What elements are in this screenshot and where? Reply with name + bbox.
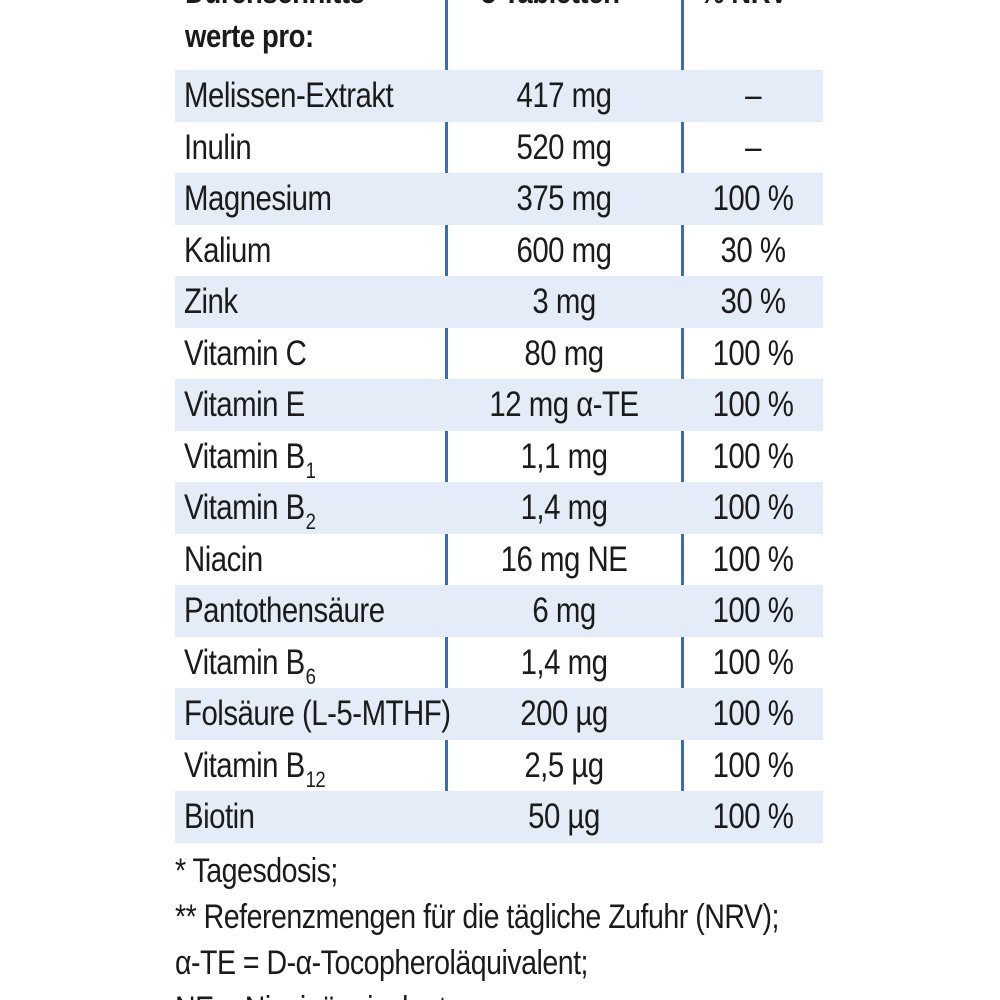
table-row: Folsäure (L-5-MTHF) 200 µg 100 % — [175, 688, 823, 740]
nutrient-nrv: 100 % — [712, 745, 794, 785]
table-row: Vitamin B6 1,4 mg 100 % — [175, 637, 823, 689]
nutrient-name: Vitamin B12 — [184, 745, 326, 792]
table-row: Biotin 50 µg 100 % — [175, 791, 823, 843]
footnote-daily-dose: * Tagesdosis; — [175, 852, 338, 890]
nutrient-amount: 50 µg — [528, 797, 600, 836]
header-nutrient-line1: Durchschnitts- — [185, 0, 374, 14]
nutrient-nrv: 100 % — [712, 179, 794, 218]
nutrient-table: Melissen-Extrakt 417 mg – Inulin 520 mg … — [175, 70, 823, 843]
table-row: Magnesium 375 mg 100 % — [175, 173, 823, 225]
nutrient-nrv: 100 % — [712, 333, 794, 373]
table-row: Vitamin B12 2,5 µg 100 % — [175, 740, 823, 792]
nutrient-name: Biotin — [184, 797, 255, 836]
nutrient-amount: 80 mg — [524, 333, 604, 373]
nutrient-nrv: 100 % — [712, 436, 794, 476]
nutrient-amount: 3 mg — [532, 282, 596, 321]
footnote-nrv: ** Referenzmengen für die tägliche Zufuh… — [175, 898, 779, 936]
table-row: Niacin 16 mg NE 100 % — [175, 534, 823, 586]
nutrient-name: Pantothensäure — [184, 591, 385, 630]
footnote-ne: NE = Niacinäquivalent — [175, 986, 864, 1000]
nutrient-amount: 375 mg — [516, 179, 612, 218]
nutrient-name: Kalium — [184, 230, 271, 270]
header-nutrient-line2: werte pro: — [185, 18, 314, 54]
nutrient-name: Folsäure (L-5-MTHF) — [184, 694, 451, 733]
header-nrv: % NRV** — [700, 0, 809, 14]
table-row: Vitamin C 80 mg 100 % — [175, 328, 823, 380]
nutrient-nrv: 30 % — [720, 282, 786, 321]
table-row: Melissen-Extrakt 417 mg – — [175, 70, 823, 122]
footnote-alpha-te: α-TE = D-α-Tocopheroläquivalent; — [175, 944, 588, 982]
nutrient-amount: 1,4 mg — [520, 488, 608, 527]
table-row: Pantothensäure 6 mg 100 % — [175, 585, 823, 637]
table-row: Zink 3 mg 30 % — [175, 276, 823, 328]
nutrient-name: Inulin — [184, 127, 252, 167]
nutrient-nrv: 100 % — [712, 642, 794, 682]
nutrient-nrv: 100 % — [712, 488, 794, 527]
nutrient-nrv: 100 % — [712, 539, 794, 579]
nutrient-nrv: – — [745, 76, 761, 115]
nutrient-nrv: 100 % — [712, 591, 794, 630]
nutrient-name: Vitamin B6 — [184, 642, 316, 689]
table-row: Vitamin B2 1,4 mg 100 % — [175, 482, 823, 534]
nutrient-amount: 200 µg — [520, 694, 608, 733]
table-row: Kalium 600 mg 30 % — [175, 225, 823, 277]
nutrient-amount: 520 mg — [516, 127, 612, 167]
nutrient-nrv: – — [745, 127, 761, 167]
nutrient-name: Vitamin B1 — [184, 436, 316, 483]
nutrient-name: Niacin — [184, 539, 263, 579]
nutrient-name: Vitamin E — [184, 385, 305, 424]
nutrient-nrv: 100 % — [712, 797, 794, 836]
footnotes: * Tagesdosis; ** Referenzmengen für die … — [175, 848, 995, 1000]
nutrient-amount: 1,4 mg — [520, 642, 608, 682]
nutrient-nrv: 30 % — [720, 230, 786, 270]
nutrient-nrv: 100 % — [712, 694, 794, 733]
table-row: Inulin 520 mg – — [175, 122, 823, 174]
nutrient-name: Zink — [184, 282, 238, 321]
nutrient-amount: 12 mg α-TE — [489, 385, 639, 424]
nutrient-nrv: 100 % — [712, 385, 794, 424]
nutrient-name: Vitamin B2 — [184, 488, 316, 534]
nutrient-amount: 1,1 mg — [520, 436, 608, 476]
nutrient-amount: 6 mg — [532, 591, 596, 630]
nutrient-name: Vitamin C — [184, 333, 307, 373]
table-row: Vitamin B1 1,1 mg 100 % — [175, 431, 823, 483]
table-row: Vitamin E 12 mg α-TE 100 % — [175, 379, 823, 431]
nutrient-amount: 16 mg NE — [500, 539, 628, 579]
table-header: Durchschnitts- werte pro: 5 Tabletten* %… — [175, 0, 825, 70]
nutrient-amount: 2,5 µg — [524, 745, 604, 785]
nutrient-amount: 417 mg — [516, 76, 612, 115]
nutrient-name: Melissen-Extrakt — [184, 76, 394, 115]
nutrient-name: Magnesium — [184, 179, 332, 218]
header-amount: 5 Tabletten* — [481, 0, 630, 14]
nutrient-amount: 600 mg — [516, 230, 612, 270]
